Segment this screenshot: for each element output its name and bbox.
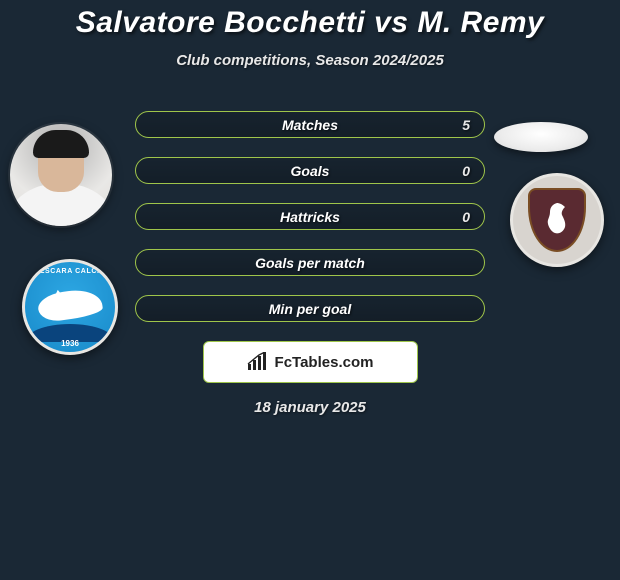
- stat-label: Matches: [282, 117, 338, 133]
- stat-label: Min per goal: [269, 301, 351, 317]
- stat-value-right: 0: [462, 163, 470, 179]
- club-left-badge: PESCARA CALCIO 1936: [22, 259, 118, 355]
- page-subtitle: Club competitions, Season 2024/2025: [0, 52, 620, 69]
- club-left-year: 1936: [25, 339, 115, 348]
- stat-row-goals: Goals 0: [135, 157, 485, 184]
- watermark-text: FcTables.com: [275, 354, 374, 371]
- stat-value-right: 0: [462, 209, 470, 225]
- stats-container: Matches 5 Goals 0 Hattricks 0 Goals per …: [135, 111, 485, 322]
- stat-value-right: 5: [462, 117, 470, 133]
- club-left-label: PESCARA CALCIO: [25, 268, 115, 275]
- stat-row-mpg: Min per goal: [135, 295, 485, 322]
- stat-label: Hattricks: [280, 209, 340, 225]
- stat-label: Goals per match: [255, 255, 365, 271]
- stat-row-gpm: Goals per match: [135, 249, 485, 276]
- chart-icon: [247, 352, 269, 372]
- player-left-avatar: [10, 124, 112, 226]
- generated-date: 18 january 2025: [0, 399, 620, 416]
- stat-row-matches: Matches 5: [135, 111, 485, 138]
- watermark: FcTables.com: [203, 341, 418, 383]
- club-right-badge: [510, 173, 604, 267]
- stat-row-hattricks: Hattricks 0: [135, 203, 485, 230]
- player-right-avatar: [494, 122, 588, 152]
- stat-label: Goals: [291, 163, 330, 179]
- page-title: Salvatore Bocchetti vs M. Remy: [0, 0, 620, 40]
